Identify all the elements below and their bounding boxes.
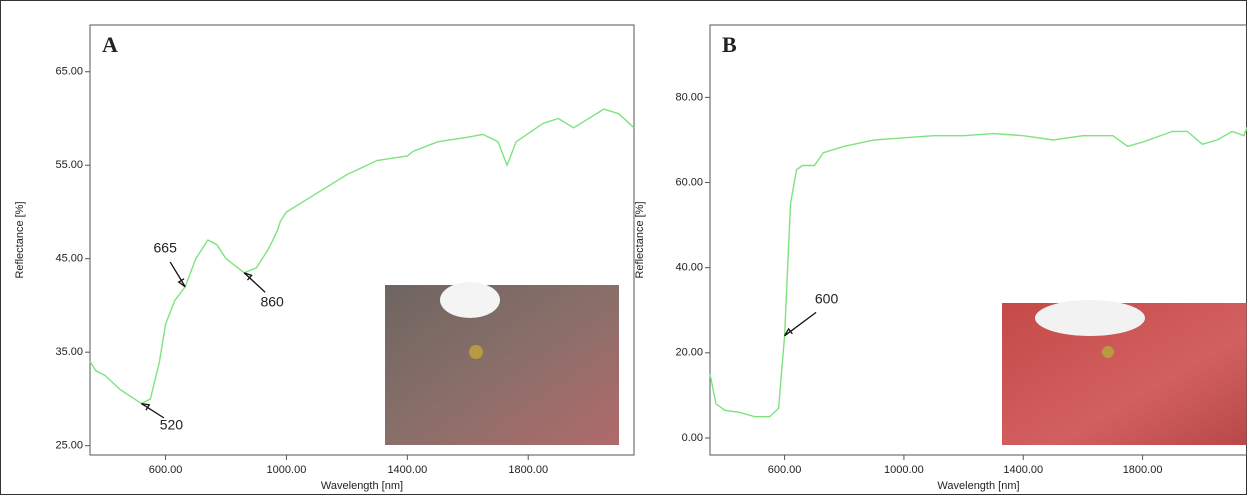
y-tick-label: 45.00 (55, 253, 83, 265)
arrow-head (141, 402, 151, 411)
y-tick-label: 25.00 (55, 440, 83, 452)
annotation: 860 (260, 293, 284, 309)
y-tick-label: 40.00 (675, 262, 703, 274)
annotation: 665 (154, 239, 178, 255)
annotation: 520 (160, 416, 184, 432)
x-tick-label: 1400.00 (387, 464, 427, 476)
x-axis-title: Wavelength [nm] (321, 480, 403, 492)
annotation-arrow (141, 403, 165, 419)
data-line (709, 126, 1247, 418)
y-tick-label: 65.00 (55, 66, 83, 78)
y-tick-label: 60.00 (675, 176, 703, 188)
annotation: 600 (815, 290, 839, 306)
x-tick-label: 1800.00 (1123, 464, 1163, 476)
y-tick-label: 20.00 (675, 347, 703, 359)
photo-inset (385, 285, 619, 445)
x-tick-label: 1800.00 (508, 464, 548, 476)
annotation-arrow (784, 311, 817, 337)
annotation-arrow (243, 272, 266, 293)
plot-area (89, 24, 635, 456)
glove (440, 282, 500, 318)
probe (469, 345, 483, 359)
x-tick-label: 600.00 (768, 464, 802, 476)
glove (1035, 300, 1145, 336)
arrow-head (784, 327, 793, 337)
x-tick-label: 1000.00 (267, 464, 307, 476)
panel-label: A (102, 32, 118, 57)
y-tick-label: 35.00 (55, 346, 83, 358)
panel-label: B (722, 32, 737, 57)
x-axis-title: Wavelength [nm] (937, 480, 1019, 492)
plot-area (709, 24, 1247, 456)
y-tick-label: 80.00 (675, 91, 703, 103)
arrow-head (177, 278, 186, 288)
annotation-arrow (169, 261, 186, 288)
y-axis-title: Reflectance [%] (634, 201, 646, 278)
x-tick-label: 600.00 (149, 464, 183, 476)
probe (1102, 346, 1114, 358)
data-line (89, 108, 635, 405)
y-axis-title: Reflectance [%] (14, 201, 26, 278)
y-tick-label: 0.00 (682, 432, 703, 444)
arrow-head (243, 272, 253, 281)
x-tick-label: 1000.00 (884, 464, 924, 476)
y-tick-label: 55.00 (55, 159, 83, 171)
x-tick-label: 1400.00 (1003, 464, 1043, 476)
